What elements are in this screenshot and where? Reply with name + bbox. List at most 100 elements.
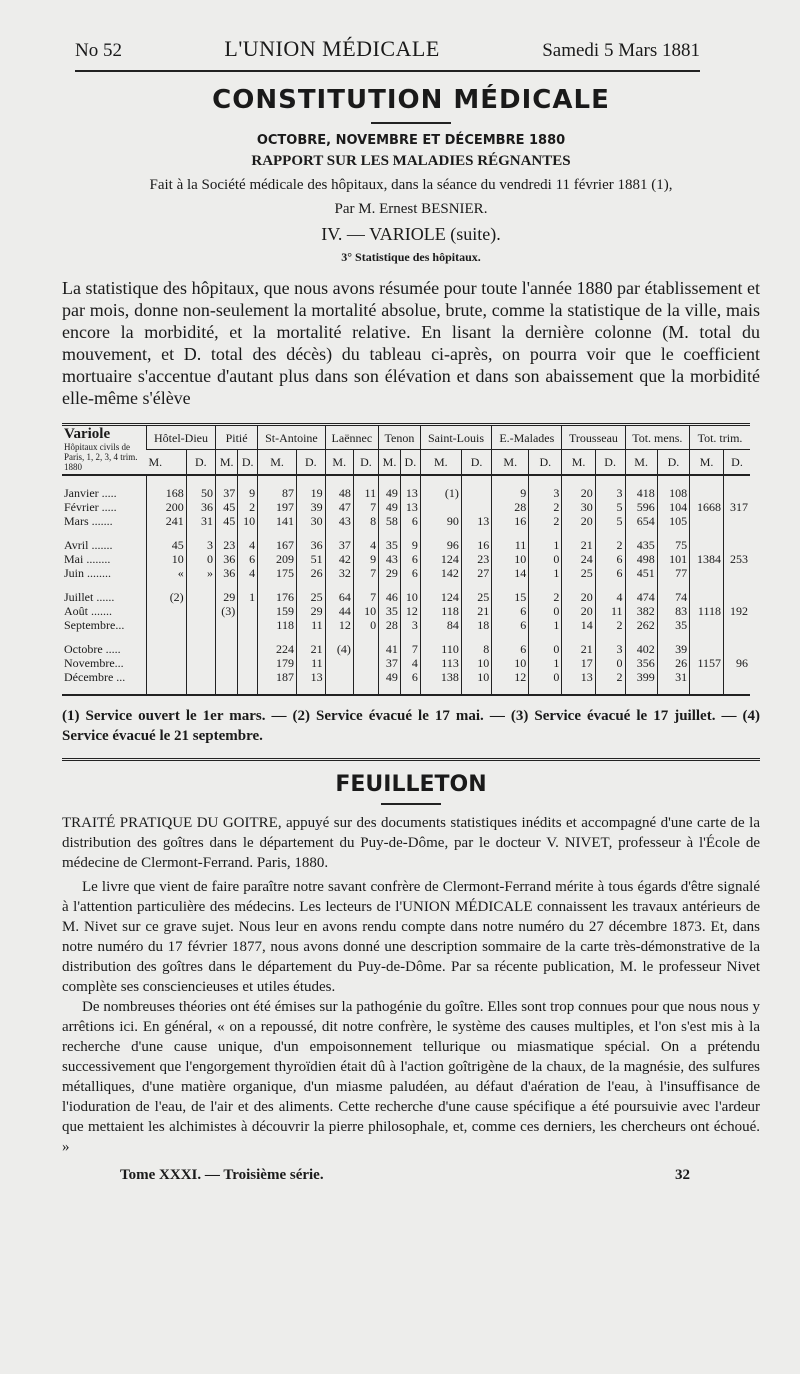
month-label: Octobre .....: [64, 642, 121, 656]
cell: 4: [594, 590, 625, 604]
cell: (4): [324, 642, 354, 656]
cell: 43: [324, 514, 354, 528]
col-d: D.: [723, 449, 750, 477]
cell: 5: [594, 500, 625, 514]
cell: 36: [295, 538, 326, 552]
cell: 418: [624, 486, 658, 500]
feuilleton: FEUILLETON TRAITÉ PRATIQUE DU GOITRE, ap…: [62, 758, 760, 1157]
table-row: Août ....... (3) 159 29 44 10 35 12 118 21 6 0 20 11 3…: [62, 604, 750, 618]
table-footnotes: (1) Service ouvert le 1er mars. — (2) Se…: [62, 708, 760, 744]
cell: [460, 486, 492, 500]
cell: 9: [399, 538, 421, 552]
month-label: Janvier .....: [64, 486, 117, 500]
table-row: Octobre ..... 224 21 (4) 41 7 110 8 6 0 21 3 402 39 11…: [62, 642, 750, 684]
cell: 14: [561, 618, 596, 632]
cell: 399: [624, 670, 658, 684]
cell: 45: [215, 514, 238, 528]
cell: 402: [624, 642, 658, 656]
cell: 29: [215, 590, 238, 604]
cell: 29: [378, 566, 401, 580]
cell: 1: [528, 566, 562, 580]
feuilleton-paragraph-2: De nombreuses théories ont été émises su…: [62, 999, 760, 1155]
cell: 28: [378, 618, 401, 632]
cell: 108: [656, 486, 690, 500]
cell: (3): [215, 604, 238, 618]
cell: 58: [378, 514, 401, 528]
issue-date: Samedi 5 Mars 1881: [542, 40, 700, 61]
cell: [324, 670, 354, 684]
subsection-title: 3° Statistique des hôpitaux.: [341, 250, 481, 264]
cell: 41: [378, 642, 401, 656]
cell: 10: [399, 590, 421, 604]
hospital-header: Laënnec: [324, 426, 379, 451]
cell: [215, 642, 238, 656]
cell: 27: [460, 566, 492, 580]
issue-number: No 52: [75, 40, 122, 61]
hospital-header: Tot. trim.: [689, 426, 750, 451]
cell: 23: [215, 538, 238, 552]
cell: 25: [295, 590, 326, 604]
quarter-total-d: 253: [723, 538, 750, 580]
col-d: D.: [185, 449, 216, 477]
hospital-header: E.-Malades: [491, 426, 562, 451]
cell: [185, 642, 216, 656]
cell: 32: [324, 566, 354, 580]
cell: 35: [656, 618, 690, 632]
cell: 498: [624, 552, 658, 566]
cell: [215, 670, 238, 684]
table-row: Septembre... 118 11 12 0 28 3 84 18 6 1 14 2 262 35: [62, 618, 750, 632]
col-d: D.: [295, 449, 326, 477]
cell: 13: [399, 486, 421, 500]
cell: [215, 618, 238, 632]
cell: 10: [460, 670, 492, 684]
month-label: Mars .......: [64, 514, 113, 528]
cell: 118: [257, 618, 297, 632]
table-row: Juillet ...... (2) 29 1 176 25 64 7 46 10 124 25 15 2…: [62, 590, 750, 632]
cell: 36: [185, 500, 216, 514]
col-m: M.: [324, 449, 354, 477]
cell: [146, 618, 187, 632]
cell: 167: [257, 538, 297, 552]
month-label: Novembre...: [64, 656, 124, 670]
cell: 0: [352, 618, 379, 632]
cell: 1: [237, 590, 258, 604]
cell: 20: [561, 604, 596, 618]
cell: 48: [324, 486, 354, 500]
running-header: No 52 L'UNION MÉDICALE Samedi 5 Mars 188…: [75, 36, 700, 72]
col-m: M.: [624, 449, 658, 477]
col-m: M.: [689, 449, 724, 477]
cell: 3: [594, 642, 625, 656]
cell: 11: [594, 604, 625, 618]
cell: 20: [561, 486, 596, 500]
cell: [324, 656, 354, 670]
cell: 104: [656, 500, 690, 514]
table-row: Février ..... 200 36 45 2 197 39 47 7 49 13 28 2 30 5 5…: [62, 500, 750, 514]
book-reference: TRAITÉ PRATIQUE DU GOITRE, appuyé sur de…: [62, 815, 760, 871]
cell: [185, 604, 216, 618]
section-title: IV. — VARIOLE (suite).: [321, 224, 501, 244]
table-row: Novembre... 179 11 37 4 113 10 10 1 17 0 356 26: [62, 656, 750, 670]
cell: 26: [656, 656, 690, 670]
col-d: D.: [594, 449, 625, 477]
col-m: M.: [561, 449, 596, 477]
cell: 654: [624, 514, 658, 528]
quarter-total-m: 1668: [689, 486, 724, 528]
cell: 87: [257, 486, 297, 500]
cell: 2: [237, 500, 258, 514]
cell: [237, 656, 258, 670]
cell: 224: [257, 642, 297, 656]
cell: 6: [399, 670, 421, 684]
article-title: CONSTITUTION MÉDICALE: [212, 85, 610, 115]
cell: 50: [185, 486, 216, 500]
journal-title: L'UNION MÉDICALE: [224, 36, 440, 61]
cell: 21: [561, 538, 596, 552]
cell: 49: [378, 486, 401, 500]
period: OCTOBRE, NOVEMBRE ET DÉCEMBRE 1880: [256, 133, 566, 148]
cell: 474: [624, 590, 658, 604]
col-m: M.: [215, 449, 238, 477]
cell: 451: [624, 566, 658, 580]
cell: 382: [624, 604, 658, 618]
cell: 9: [352, 552, 379, 566]
cell: 64: [324, 590, 354, 604]
